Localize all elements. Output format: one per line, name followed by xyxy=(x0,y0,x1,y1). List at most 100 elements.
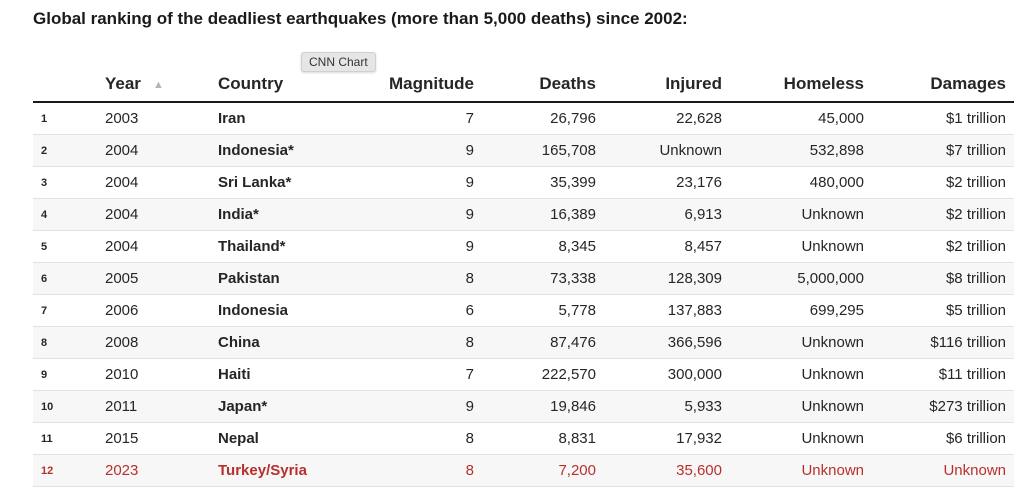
cell-year: 2004 xyxy=(105,198,218,231)
table-body: 1 2003 Iran 7 26,796 22,628 45,000 $1 trillion 2… xyxy=(33,102,1014,487)
cell-magnitude: 9 xyxy=(373,134,482,167)
column-header-magnitude[interactable]: Magnitude xyxy=(373,66,482,103)
cell-year: 2004 xyxy=(105,134,218,167)
cell-country: Indonesia xyxy=(218,294,373,327)
cell-year: 2023 xyxy=(105,454,218,487)
cell-homeless: 45,000 xyxy=(730,102,872,135)
cell-homeless: 5,000,000 xyxy=(730,262,872,295)
sort-ascending-icon[interactable]: ▲ xyxy=(152,78,164,91)
cell-injured: 300,000 xyxy=(604,358,730,391)
cell-deaths: 26,796 xyxy=(482,102,604,135)
cell-rank: 7 xyxy=(33,294,105,327)
table-row: 2 2004 Indonesia* 9 165,708 Unknown 532,898 $7 … xyxy=(33,134,1014,167)
cell-injured: Unknown xyxy=(604,134,730,167)
chart-title: Global ranking of the deadliest earthqua… xyxy=(33,9,688,28)
cell-homeless: 532,898 xyxy=(730,134,872,167)
cell-rank: 11 xyxy=(33,422,105,455)
cell-homeless: 480,000 xyxy=(730,166,872,199)
cell-homeless: Unknown xyxy=(730,422,872,455)
cell-damages: $2 trillion xyxy=(872,166,1014,199)
cell-deaths: 165,708 xyxy=(482,134,604,167)
cell-deaths: 222,570 xyxy=(482,358,604,391)
cell-magnitude: 9 xyxy=(373,390,482,423)
cell-damages: $1 trillion xyxy=(872,102,1014,135)
table-row: 12 2023 Turkey/Syria 8 7,200 35,600 Unknown Unk… xyxy=(33,454,1014,487)
table-row: 1 2003 Iran 7 26,796 22,628 45,000 $1 trillion xyxy=(33,102,1014,135)
cell-injured: 23,176 xyxy=(604,166,730,199)
cell-deaths: 8,345 xyxy=(482,230,604,263)
table-row: 4 2004 India* 9 16,389 6,913 Unknown $2 trillio… xyxy=(33,198,1014,231)
cell-rank: 2 xyxy=(33,134,105,167)
cell-homeless: Unknown xyxy=(730,390,872,423)
cell-injured: 128,309 xyxy=(604,262,730,295)
column-header-injured[interactable]: Injured xyxy=(604,66,730,103)
cell-homeless: Unknown xyxy=(730,230,872,263)
cell-injured: 137,883 xyxy=(604,294,730,327)
cell-damages: $6 trillion xyxy=(872,422,1014,455)
cell-country: Indonesia* xyxy=(218,134,373,167)
column-header-homeless[interactable]: Homeless xyxy=(730,66,872,103)
cell-injured: 35,600 xyxy=(604,454,730,487)
cell-injured: 8,457 xyxy=(604,230,730,263)
cell-deaths: 8,831 xyxy=(482,422,604,455)
cell-country: Turkey/Syria xyxy=(218,454,373,487)
cell-magnitude: 9 xyxy=(373,230,482,263)
cell-damages: $11 trillion xyxy=(872,358,1014,391)
cell-rank: 1 xyxy=(33,102,105,135)
cell-injured: 6,913 xyxy=(604,198,730,231)
table-header-row: Year ▲ Country Magnitude Deaths Injured H… xyxy=(33,66,1014,103)
cell-homeless: Unknown xyxy=(730,198,872,231)
cell-rank: 10 xyxy=(33,390,105,423)
cell-deaths: 73,338 xyxy=(482,262,604,295)
cell-rank: 5 xyxy=(33,230,105,263)
cell-damages: $7 trillion xyxy=(872,134,1014,167)
cell-damages: Unknown xyxy=(872,454,1014,487)
cell-magnitude: 7 xyxy=(373,102,482,135)
cell-magnitude: 8 xyxy=(373,422,482,455)
cell-year: 2015 xyxy=(105,422,218,455)
cell-country: China xyxy=(218,326,373,359)
cell-deaths: 7,200 xyxy=(482,454,604,487)
cell-homeless: Unknown xyxy=(730,454,872,487)
cell-year: 2010 xyxy=(105,358,218,391)
cell-injured: 22,628 xyxy=(604,102,730,135)
earthquake-table: Year ▲ Country Magnitude Deaths Injured H… xyxy=(33,66,1014,487)
cell-magnitude: 6 xyxy=(373,294,482,327)
cell-rank: 9 xyxy=(33,358,105,391)
cell-rank: 8 xyxy=(33,326,105,359)
column-header-country[interactable]: Country xyxy=(218,66,373,103)
cell-homeless: Unknown xyxy=(730,326,872,359)
table-row: 8 2008 China 8 87,476 366,596 Unknown $116 tril… xyxy=(33,326,1014,359)
cell-year: 2004 xyxy=(105,230,218,263)
cell-rank: 6 xyxy=(33,262,105,295)
cell-country: Pakistan xyxy=(218,262,373,295)
cell-deaths: 35,399 xyxy=(482,166,604,199)
column-header-damages[interactable]: Damages xyxy=(872,66,1014,103)
column-header-year[interactable]: Year ▲ xyxy=(105,66,218,103)
cell-homeless: 699,295 xyxy=(730,294,872,327)
cell-rank: 4 xyxy=(33,198,105,231)
cell-deaths: 87,476 xyxy=(482,326,604,359)
table-row: 6 2005 Pakistan 8 73,338 128,309 5,000,000 $8 t… xyxy=(33,262,1014,295)
cell-damages: $2 trillion xyxy=(872,198,1014,231)
table-row: 5 2004 Thailand* 9 8,345 8,457 Unknown $2 trill… xyxy=(33,230,1014,263)
cell-deaths: 5,778 xyxy=(482,294,604,327)
cell-injured: 17,932 xyxy=(604,422,730,455)
column-header-deaths[interactable]: Deaths xyxy=(482,66,604,103)
cell-year: 2006 xyxy=(105,294,218,327)
cell-magnitude: 8 xyxy=(373,326,482,359)
cell-year: 2003 xyxy=(105,102,218,135)
cell-magnitude: 9 xyxy=(373,198,482,231)
chart-tooltip: CNN Chart xyxy=(301,52,376,72)
cell-magnitude: 8 xyxy=(373,454,482,487)
table-row: 10 2011 Japan* 9 19,846 5,933 Unknown $273 tril… xyxy=(33,390,1014,423)
cell-damages: $8 trillion xyxy=(872,262,1014,295)
cell-magnitude: 9 xyxy=(373,166,482,199)
table-row: 11 2015 Nepal 8 8,831 17,932 Unknown $6 trillio… xyxy=(33,422,1014,455)
cell-year: 2011 xyxy=(105,390,218,423)
cell-magnitude: 7 xyxy=(373,358,482,391)
cell-magnitude: 8 xyxy=(373,262,482,295)
cell-damages: $5 trillion xyxy=(872,294,1014,327)
cell-rank: 3 xyxy=(33,166,105,199)
cell-homeless: Unknown xyxy=(730,358,872,391)
